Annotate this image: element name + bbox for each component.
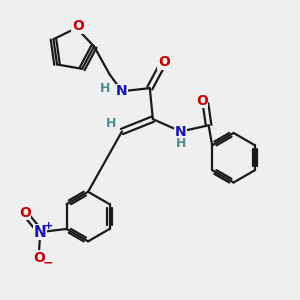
Text: O: O — [158, 56, 170, 70]
Text: N: N — [34, 224, 47, 239]
Text: N: N — [175, 124, 187, 139]
Text: H: H — [176, 137, 187, 150]
Text: H: H — [106, 117, 116, 130]
Text: O: O — [72, 20, 84, 34]
Text: O: O — [196, 94, 208, 107]
Text: +: + — [44, 221, 53, 232]
Text: O: O — [33, 251, 45, 265]
Text: N: N — [116, 84, 128, 98]
Text: −: − — [43, 256, 53, 269]
Text: O: O — [19, 206, 31, 220]
Text: H: H — [100, 82, 110, 95]
